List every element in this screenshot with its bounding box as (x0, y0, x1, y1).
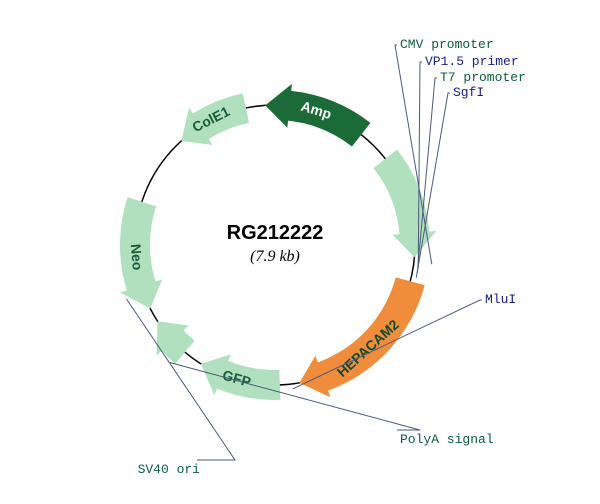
external-label: PolyA signal (400, 432, 494, 447)
external-label: SV40 ori (138, 462, 201, 477)
external-label: CMV promoter (400, 37, 494, 52)
leader-line (416, 93, 450, 278)
feature-polya (157, 321, 195, 363)
feature-hepacam2 (299, 277, 424, 397)
leader-line (169, 362, 420, 430)
external-label: VP1.5 primer (425, 54, 519, 69)
plasmid-name: RG212222 (227, 222, 324, 244)
external-label: SgfI (453, 85, 484, 100)
feature-label-hepacam2: HEPACAM2 (334, 316, 402, 380)
external-label: MluI (485, 292, 516, 307)
external-label: T7 promoter (440, 70, 526, 85)
feature-label-neo: Neo (128, 243, 146, 271)
plasmid-size: (7.9 kb) (250, 248, 300, 265)
